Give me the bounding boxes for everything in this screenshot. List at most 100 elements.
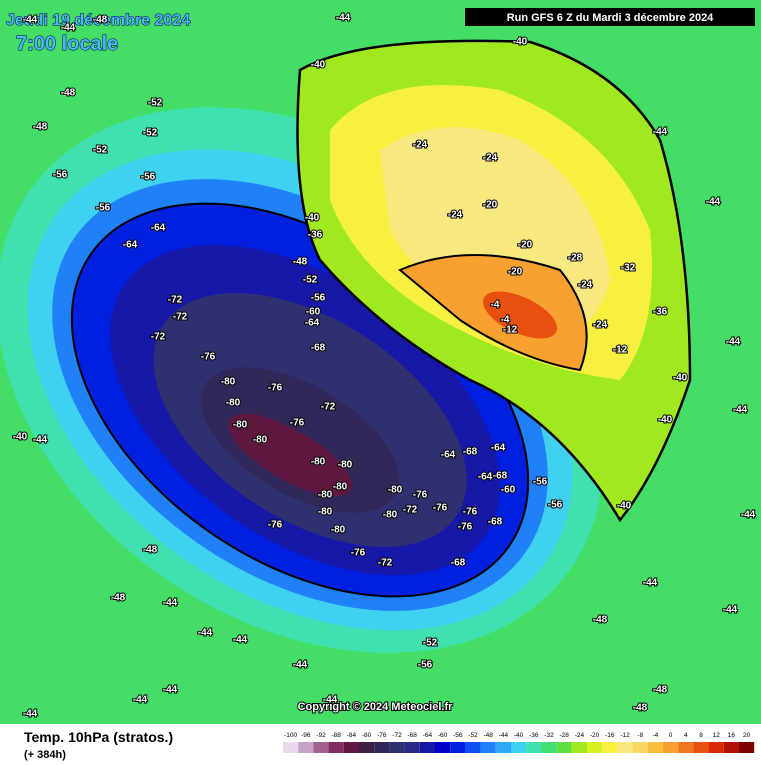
contour-label: -80 [226, 398, 241, 409]
contour-label: -76 [433, 503, 448, 514]
colorbar-label: -24 [575, 732, 585, 739]
colorbar-swatch [602, 742, 618, 753]
contour-label: -48 [111, 593, 126, 604]
contour-label: -56 [548, 500, 563, 511]
colorbar-label: -16 [605, 732, 615, 739]
contour-labels: -44 -40 -40 -44 -44 -44 -44 -44 -44 -48 -48 -24 -24 -… [12, 12, 757, 721]
chart-title: Temp. 10hPa (stratos.) [24, 729, 173, 745]
colorbar-label: -56 [453, 732, 463, 739]
contour-label: -44 [643, 578, 658, 589]
contour-label: -24 [448, 210, 463, 221]
contour-label: -44 [23, 709, 38, 720]
contour-label: -80 [331, 525, 346, 536]
colorbar-label: -12 [620, 732, 630, 739]
contour-label: -32 [621, 263, 636, 274]
colorbar-label: -64 [423, 732, 433, 739]
colorbar-swatch [587, 742, 603, 753]
colorbar-label: -100 [284, 732, 297, 739]
colorbar-label: -60 [438, 732, 448, 739]
colorbar-label: -8 [637, 732, 643, 739]
contour-label: -24 [578, 280, 593, 291]
colorbar-swatch [556, 742, 572, 753]
colorbar-label: -40 [514, 732, 524, 739]
colorbar-label: 20 [743, 732, 751, 739]
warm-anticyclone [296, 39, 692, 523]
colorbar-label: -48 [483, 732, 493, 739]
contour-label: -76 [268, 383, 283, 394]
colorbar-label: -32 [544, 732, 554, 739]
colorbar-label: -28 [559, 732, 569, 739]
colorbar-swatch [632, 742, 648, 753]
contour-label: -44 [293, 660, 308, 671]
run-box [465, 8, 755, 26]
contour-label: -64 [491, 443, 506, 454]
colorbar-label: -44 [499, 732, 509, 739]
colorbar-swatch [313, 742, 329, 753]
contour-label: -40 [617, 501, 632, 512]
contour-label: -64 [478, 472, 493, 483]
contour-label: -40 [513, 37, 528, 48]
contour-label: -40 [658, 415, 673, 426]
contour-label: -44 [336, 13, 351, 24]
colorbar-label: -84 [347, 732, 357, 739]
time-title: 7:00 locale [16, 33, 118, 55]
contour-label: -76 [201, 352, 216, 363]
colorbar-swatch [419, 742, 435, 753]
colorbar-swatch [450, 742, 466, 753]
contour-label: -64 [305, 318, 320, 329]
contour-label: -80 [388, 485, 403, 496]
contour-label: -56 [96, 203, 111, 214]
colorbar-swatch [495, 742, 511, 753]
contour-label: -64 [441, 450, 456, 461]
contour-label: -48 [61, 88, 76, 99]
colorbar-swatch [298, 742, 314, 753]
colorbar-label: -20 [590, 732, 600, 739]
colorbar-label: -68 [407, 732, 417, 739]
contour-label: -44 [163, 685, 178, 696]
colorbar-swatch [571, 742, 587, 753]
contour-label: -4 [491, 300, 500, 311]
contour-label: -80 [233, 420, 248, 431]
contour-label: -80 [338, 460, 353, 471]
contour-label: -80 [333, 482, 348, 493]
colorbar-swatch [435, 742, 451, 753]
contour-label: -4 [501, 315, 510, 326]
contour-label: -44 [33, 435, 48, 446]
contour-label: -44 [726, 337, 741, 348]
contour-label: -48 [33, 122, 48, 133]
colorbar-swatch [374, 742, 390, 753]
colorbar-label: -96 [301, 732, 311, 739]
colorbar-swatch [526, 742, 542, 753]
contour-label: -40 [13, 432, 28, 443]
colorbar-label: -4 [653, 732, 659, 739]
colorbar-label: 12 [713, 732, 721, 739]
contour-label: -12 [613, 345, 628, 356]
contour-label: -80 [383, 510, 398, 521]
contour-label: -68 [311, 343, 326, 354]
contour-label: -68 [488, 517, 503, 528]
contour-label: -72 [173, 312, 188, 323]
contour-label: -80 [221, 377, 236, 388]
colorbar-label: 4 [684, 732, 688, 739]
contour-label: -20 [518, 240, 533, 251]
contour-label: -24 [593, 320, 608, 331]
contour-label: -76 [413, 490, 428, 501]
contour-label: -36 [308, 230, 323, 241]
contour-label: -52 [148, 98, 163, 109]
contour-label: -76 [290, 418, 305, 429]
colorbar-swatch [343, 742, 359, 753]
contour-label: -72 [403, 505, 418, 516]
contour-label: -44 [133, 695, 148, 706]
colorbar-label: -88 [331, 732, 341, 739]
contour-label: -72 [168, 295, 183, 306]
contour-label: -48 [93, 15, 108, 26]
contour-label: -44 [323, 695, 338, 706]
date-title: Jeudi 19 décembre 2024 [6, 12, 190, 29]
contour-label: -44 [706, 197, 721, 208]
contour-label: -48 [143, 545, 158, 556]
colorbar-swatch [693, 742, 709, 753]
colorbar-label: 0 [669, 732, 673, 739]
contour-label: -44 [61, 23, 76, 34]
contour-label: -24 [483, 153, 498, 164]
